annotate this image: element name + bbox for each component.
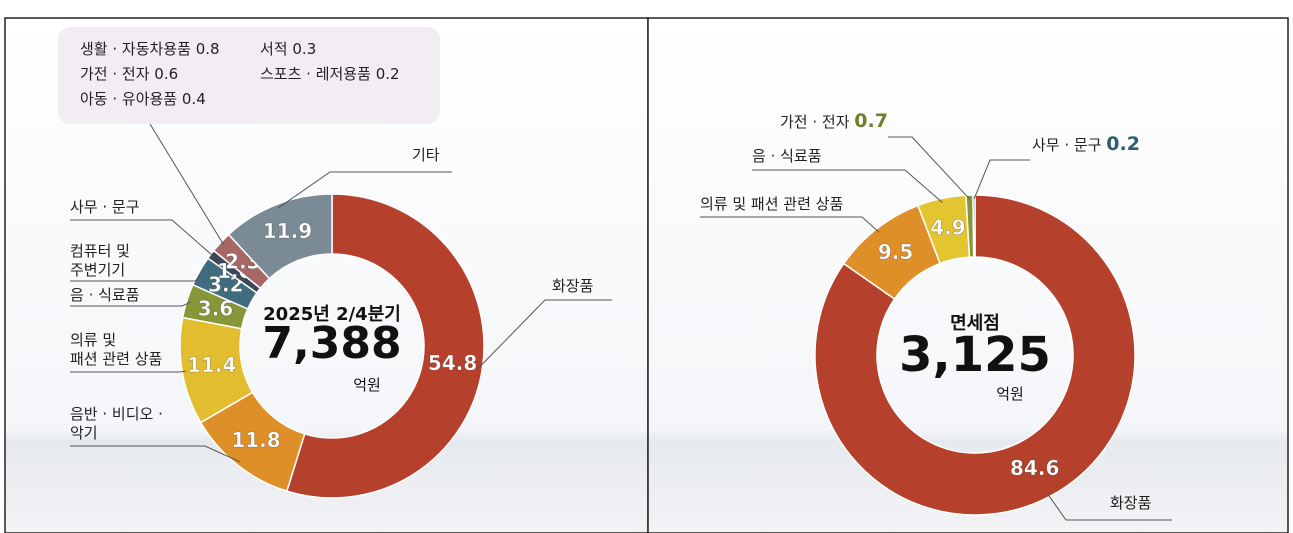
leader-line bbox=[70, 370, 187, 373]
category-label: 화장품 bbox=[1110, 494, 1151, 513]
category-label: 컴퓨터 및 주변기기 bbox=[70, 242, 130, 280]
leader-line bbox=[277, 171, 452, 209]
leader-line bbox=[70, 272, 204, 282]
callout-value: 0.8 bbox=[195, 40, 220, 58]
leader-line bbox=[70, 301, 191, 307]
donut-segment bbox=[227, 193, 333, 280]
category-name: 화장품 bbox=[552, 277, 594, 295]
category-label: 음 · 식료품 bbox=[752, 147, 822, 166]
leader-line bbox=[888, 136, 970, 200]
leader-line bbox=[1046, 493, 1172, 521]
category-name: 의류 및 패션 관련 상품 bbox=[70, 331, 163, 368]
center-unit: 억원 bbox=[353, 376, 381, 394]
value-label: 9.5 bbox=[878, 240, 913, 264]
callout-name: 아동 · 유아용품 bbox=[80, 90, 178, 108]
category-name: 화장품 bbox=[1110, 494, 1152, 512]
callout-name: 서적 bbox=[260, 40, 288, 58]
outside-value: 0.2 bbox=[1106, 133, 1140, 155]
center-title: 2025년 2/4분기 bbox=[263, 304, 401, 325]
category-name: 가전 · 전자 bbox=[780, 113, 850, 131]
category-name: 사무 · 문구 bbox=[70, 198, 140, 216]
category-label: 기타 bbox=[412, 146, 440, 165]
callout-value: 0.4 bbox=[181, 90, 206, 108]
category-name: 음 · 식료품 bbox=[70, 286, 140, 304]
leader-line bbox=[477, 299, 612, 369]
category-label: 의류 및 패션 관련 상품 bbox=[70, 331, 162, 369]
category-name: 컴퓨터 및 주변기기 bbox=[70, 242, 130, 279]
value-label: 4.9 bbox=[930, 215, 965, 239]
category-label: 음 · 식료품 bbox=[70, 286, 140, 305]
category-name: 사무 · 문구 bbox=[1032, 136, 1102, 154]
value-label: 54.8 bbox=[428, 351, 477, 375]
callout-item: 스포츠 · 레저용품 0.2 bbox=[260, 65, 400, 84]
donut-segment bbox=[814, 194, 1136, 516]
category-name: 의류 및 패션 관련 상품 bbox=[700, 195, 844, 213]
callout-value: 0.6 bbox=[154, 65, 179, 83]
outside-value: 0.7 bbox=[854, 110, 888, 132]
callout-value: 0.3 bbox=[292, 40, 317, 58]
category-label: 사무 · 문구 0.2 bbox=[1032, 135, 1140, 155]
value-label: 84.6 bbox=[1010, 456, 1059, 480]
center-value: 7,388 bbox=[262, 318, 402, 369]
callout-box bbox=[58, 27, 440, 124]
leader-line bbox=[70, 219, 215, 258]
callout-name: 생활 · 자동차용품 bbox=[80, 40, 191, 58]
category-label: 화장품 bbox=[552, 277, 593, 296]
category-label: 의류 및 패션 관련 상품 bbox=[700, 195, 843, 214]
leader-line bbox=[973, 159, 1030, 200]
center-value: 3,125 bbox=[899, 327, 1051, 383]
value-label: 11.8 bbox=[231, 428, 280, 452]
donut-segment bbox=[972, 194, 976, 258]
leader-line bbox=[70, 445, 241, 463]
leader-line bbox=[700, 216, 880, 233]
center-title: 면세점 bbox=[950, 313, 1000, 334]
callout-item: 아동 · 유아용품 0.4 bbox=[80, 90, 206, 109]
category-label: 음반 · 비디오 · 악기 bbox=[70, 405, 163, 443]
category-label: 사무 · 문구 bbox=[70, 198, 140, 217]
category-label: 가전 · 전자 0.7 bbox=[780, 112, 888, 132]
callout-item: 생활 · 자동차용품 0.8 bbox=[80, 40, 220, 59]
category-name: 기타 bbox=[412, 146, 440, 164]
callout-value: 0.2 bbox=[375, 65, 400, 83]
callout-name: 스포츠 · 레저용품 bbox=[260, 65, 371, 83]
category-name: 음반 · 비디오 · 악기 bbox=[70, 405, 163, 442]
category-name: 음 · 식료품 bbox=[752, 147, 822, 165]
callout-item: 가전 · 전자 0.6 bbox=[80, 65, 178, 84]
donut-segment bbox=[285, 193, 485, 499]
callout-item: 서적 0.3 bbox=[260, 40, 316, 59]
panel-right bbox=[647, 17, 1289, 533]
leader-line bbox=[752, 169, 943, 203]
leader-line bbox=[149, 123, 225, 246]
value-label: 11.4 bbox=[187, 353, 236, 377]
center-unit: 억원 bbox=[996, 385, 1024, 403]
value-label: 11.9 bbox=[263, 219, 312, 243]
callout-name: 가전 · 전자 bbox=[80, 65, 150, 83]
